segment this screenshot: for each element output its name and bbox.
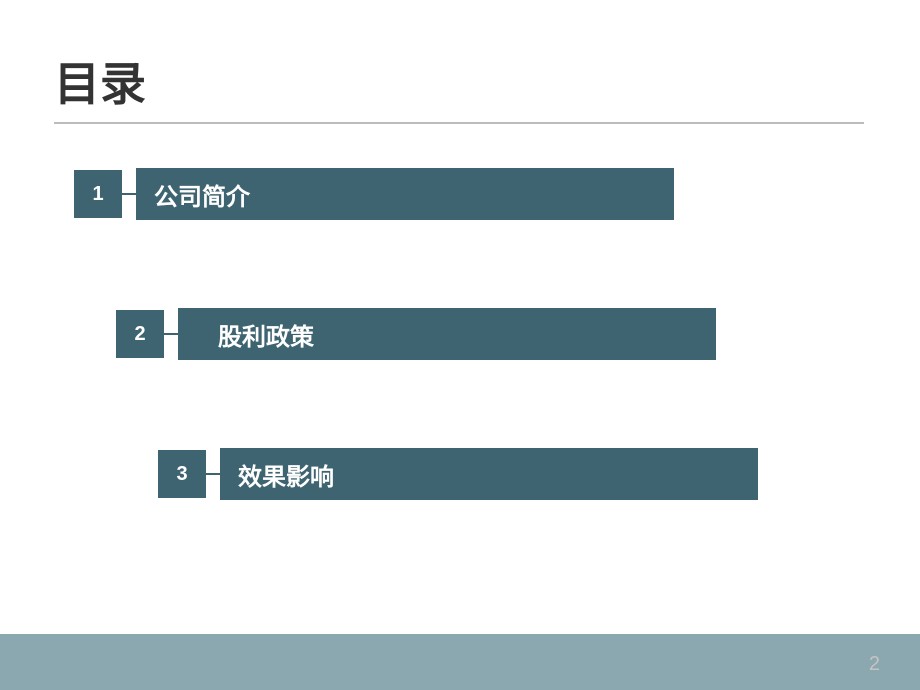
toc-label-1: 公司简介 bbox=[136, 168, 674, 220]
footer-bar bbox=[0, 634, 920, 690]
toc-label-2: 股利政策 bbox=[178, 308, 716, 360]
toc-label-3: 效果影响 bbox=[220, 448, 758, 500]
toc-connector-2 bbox=[164, 333, 178, 335]
page-number: 2 bbox=[869, 653, 880, 676]
toc-item-1: 1 公司简介 bbox=[74, 168, 674, 220]
title-underline bbox=[54, 122, 864, 124]
toc-number-2: 2 bbox=[116, 310, 164, 358]
slide-title: 目录 bbox=[54, 48, 146, 114]
toc-connector-1 bbox=[122, 193, 136, 195]
toc-number-3: 3 bbox=[158, 450, 206, 498]
toc-connector-3 bbox=[206, 473, 220, 475]
toc-item-3: 3 效果影响 bbox=[158, 448, 758, 500]
toc-item-2: 2 股利政策 bbox=[116, 308, 716, 360]
toc-number-1: 1 bbox=[74, 170, 122, 218]
